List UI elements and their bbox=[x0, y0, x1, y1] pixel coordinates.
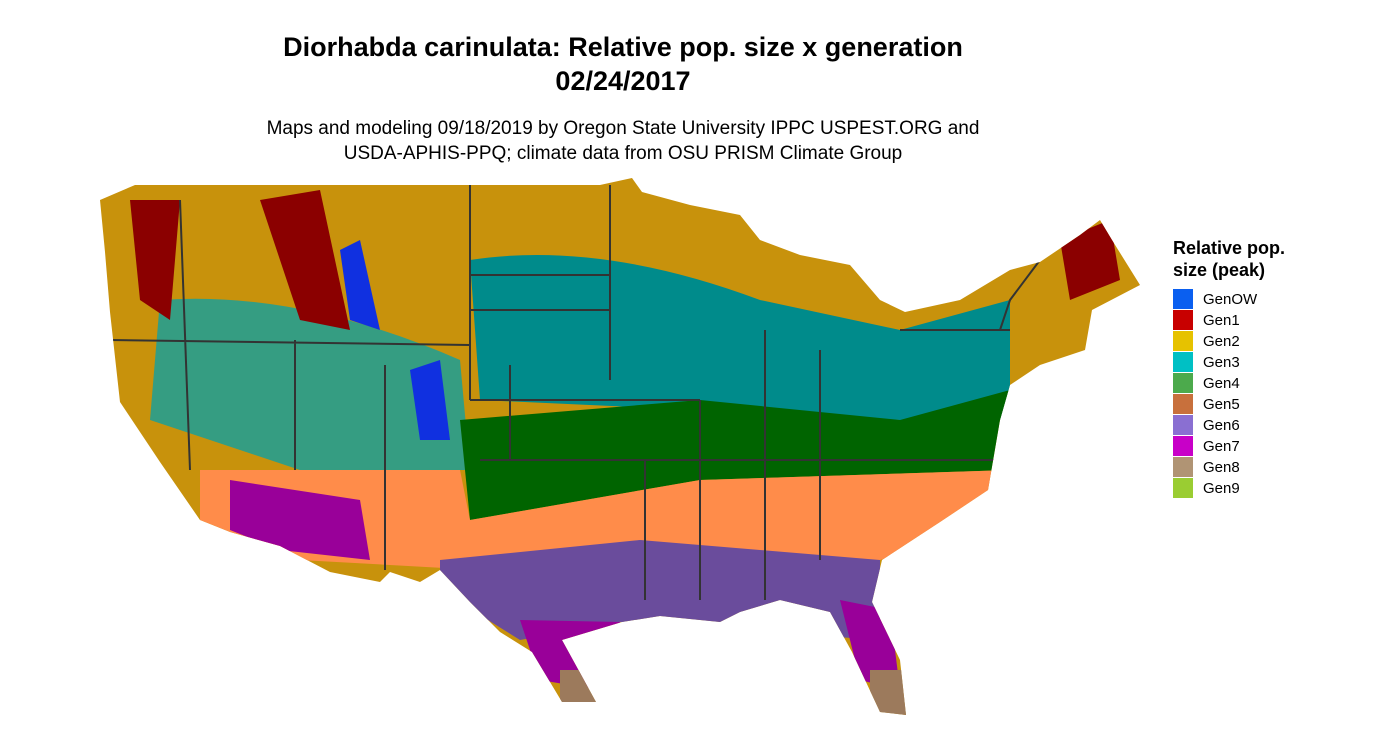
legend-swatch bbox=[1173, 331, 1193, 351]
legend-label: Gen5 bbox=[1203, 396, 1240, 413]
legend-label: Gen3 bbox=[1203, 354, 1240, 371]
legend-swatch bbox=[1173, 373, 1193, 393]
legend-swatch bbox=[1173, 310, 1193, 330]
subtitle-line: Maps and modeling 09/18/2019 by Oregon S… bbox=[267, 118, 980, 139]
legend-label: GenOW bbox=[1203, 291, 1258, 308]
title-line: Diorhabda carinulata: Relative pop. size… bbox=[283, 32, 963, 62]
legend: Relative pop. size (peak) GenOW Gen1 Gen2 G… bbox=[1173, 238, 1285, 498]
legend-label: Gen9 bbox=[1203, 480, 1240, 497]
legend-swatch bbox=[1173, 457, 1193, 477]
legend-label: Gen8 bbox=[1203, 459, 1240, 476]
legend-swatch bbox=[1173, 289, 1193, 309]
legend-label: Gen2 bbox=[1203, 333, 1240, 350]
legend-title: Relative pop. bbox=[1173, 238, 1285, 258]
legend-label: Gen7 bbox=[1203, 438, 1240, 455]
legend-title: size (peak) bbox=[1173, 260, 1265, 280]
legend-swatch bbox=[1173, 478, 1193, 498]
legend-label: Gen1 bbox=[1203, 312, 1240, 329]
legend-label: Gen4 bbox=[1203, 375, 1240, 392]
title-line: 02/24/2017 bbox=[555, 66, 690, 96]
legend-swatch bbox=[1173, 352, 1193, 372]
legend-swatch bbox=[1173, 415, 1193, 435]
map bbox=[100, 178, 1140, 715]
legend-swatch bbox=[1173, 436, 1193, 456]
legend-label: Gen6 bbox=[1203, 417, 1240, 434]
legend-swatch bbox=[1173, 394, 1193, 414]
subtitle-line: USDA-APHIS-PPQ; climate data from OSU PR… bbox=[344, 143, 903, 164]
